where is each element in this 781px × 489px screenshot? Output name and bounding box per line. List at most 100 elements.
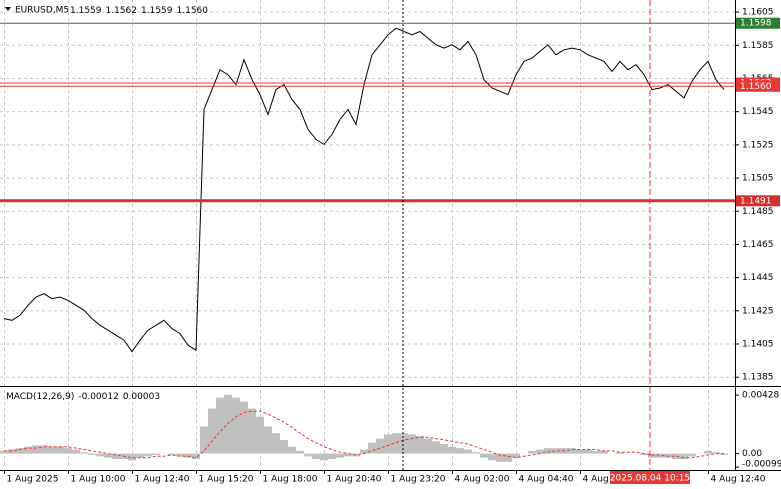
macd-bar [424,438,432,454]
macd-bar [712,452,720,454]
readout-value: -0.00012 [78,392,118,402]
y-tick-label: 1.1405 [742,340,774,350]
macd-bar [192,453,200,460]
ohlc-readout: 1.1559 1.1562 1.1559 1.1560 [70,6,208,16]
readout-value: 1.1562 [106,6,138,16]
macd-bar [296,450,304,454]
x-tick-label: 4 Aug 02:00 [455,475,510,485]
macd-bar [496,453,504,462]
price-line [3,27,725,353]
macd-bar [88,453,96,455]
y-tick-label: 1.1385 [742,373,774,383]
y-tick-label: 1.1525 [742,140,774,150]
macd-bar [616,452,624,454]
macd-bar [656,453,664,458]
macd-bar [648,453,656,458]
macd-bar [168,453,176,455]
cursor-time-label: 2025.08.04 10:15 [610,474,690,484]
macd-bar [456,448,464,454]
macd-bar [128,453,136,461]
macd-bar [248,408,256,454]
y-tick-label: 1.1465 [742,240,774,250]
readout-value: 1.1560 [177,6,209,16]
macd-bar [232,397,240,454]
macd-bar [72,449,80,454]
macd-bar [152,453,160,455]
macd-bar [576,449,584,454]
macd-bar [376,438,384,454]
macd-bar [32,445,40,454]
macd-bar [288,446,296,454]
macd-bar [312,453,320,460]
macd-bar [16,448,24,454]
macd-bar [448,446,456,454]
price-level-label: 1.1491 [740,196,772,206]
macd-bar [528,450,536,454]
price-level-box [736,195,780,207]
macd-bar [544,448,552,454]
macd-bar [664,453,672,458]
price-level-label: 1.1560 [740,82,772,92]
macd-bar [240,401,248,454]
macd-bar [360,449,368,454]
readout-value: 1.1559 [70,6,102,16]
menu-arrow[interactable] [5,7,11,11]
macd-bar [208,408,216,454]
symbol-title: EURUSD,M5 [15,6,69,16]
price-level-label: 1.1598 [740,19,772,29]
macd-bar [464,449,472,454]
macd-bar [552,448,560,454]
macd-bar [720,453,728,455]
macd-bar [8,449,16,454]
x-tick-label: 4 Aug 12:40 [711,475,766,485]
macd-name: MACD(12,26,9) [6,392,74,402]
macd-bar [24,446,32,454]
readout-value: 1.1559 [141,6,173,16]
macd-bar [392,433,400,454]
macd-bar [48,446,56,454]
macd-bar [368,442,376,454]
macd-bar [144,453,152,457]
macd-bar [64,448,72,454]
y-tick-label: 0.00 [742,449,762,459]
macd-bar [400,433,408,454]
x-tick-label: 1 Aug 12:40 [135,475,190,485]
x-tick-label: 1 Aug 15:20 [199,475,254,485]
y-tick-label: 1.1445 [742,273,774,283]
macd-bar [504,453,512,462]
macd-bar [640,453,648,455]
macd-bar [512,453,520,458]
y-tick-label: 1.1425 [742,306,774,316]
macd-bar [184,453,192,458]
y-tick-label: 1.1605 [742,8,774,18]
macd-bar [344,453,352,457]
macd-bar [80,452,88,454]
macd-bar [320,453,328,461]
macd-bar [56,446,64,454]
price-line [4,410,724,459]
macd-bar [432,441,440,454]
x-tick-label: 1 Aug 20:40 [327,475,382,485]
macd-bar [272,433,280,454]
x-tick-label: 1 Aug 2025 [7,475,59,485]
macd-bar [600,450,608,454]
macd-bar [96,453,104,457]
macd-bar [416,435,424,454]
macd-bar [328,453,336,460]
macd-bar [384,434,392,454]
macd-title: MACD(12,26,9) -0.00012 0.00003 [6,392,160,402]
macd-bar [0,450,8,454]
macd-bar [472,452,480,454]
readout-value: 0.00003 [123,392,160,402]
cursor-time-box [610,471,690,484]
macd-bar [584,449,592,454]
macd-bar [688,453,696,457]
y-tick-label: -0.00099 [742,460,781,470]
macd-bar [488,453,496,461]
y-tick-label: 0.00428 [742,391,779,401]
macd-bar [680,453,688,460]
macd-bar [568,448,576,454]
y-tick-label: 1.1585 [742,41,774,51]
macd-bar [480,453,488,458]
